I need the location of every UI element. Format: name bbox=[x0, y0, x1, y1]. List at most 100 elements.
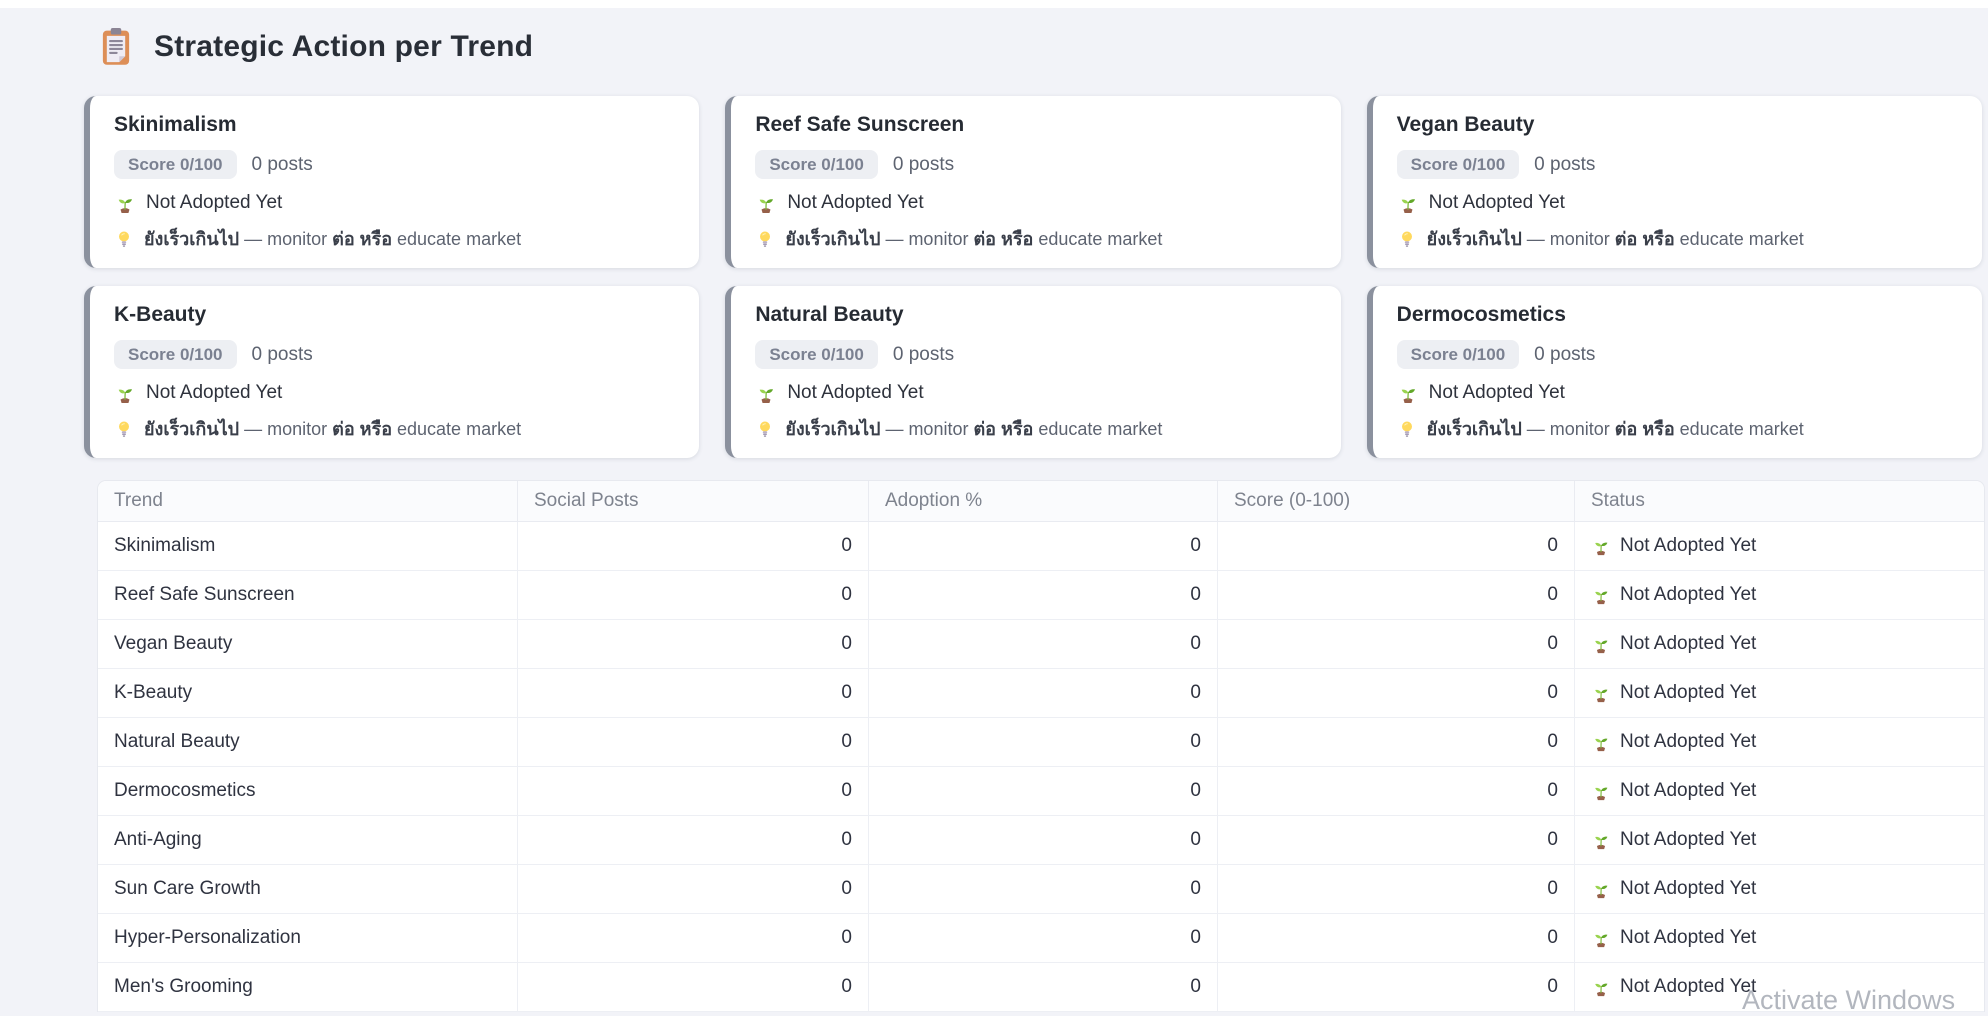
adoption-cell: 0 bbox=[868, 522, 1217, 571]
table-row: Natural Beauty 0 0 0 Not Adopted Yet bbox=[98, 718, 1984, 767]
social-posts-cell: 0 bbox=[517, 816, 868, 865]
seedling-icon bbox=[1591, 585, 1611, 605]
table-row: Anti-Aging 0 0 0 Not Adopted Yet bbox=[98, 816, 1984, 865]
status-label: Not Adopted Yet bbox=[1620, 731, 1757, 752]
activate-windows-watermark: Activate Windows bbox=[1742, 985, 1956, 1015]
trend-table: Trend Social Posts Adoption % Score (0-1… bbox=[97, 480, 1985, 1012]
trend-cell: Dermocosmetics bbox=[98, 767, 517, 816]
score-badge: Score 0/100 bbox=[114, 150, 237, 179]
score-badge: Score 0/100 bbox=[1396, 340, 1520, 369]
score-cell: 0 bbox=[1217, 669, 1574, 718]
lightbulb-icon bbox=[755, 229, 775, 249]
seedling-icon bbox=[1591, 536, 1611, 556]
column-header-status: Status bbox=[1574, 481, 1984, 522]
column-header-trend: Trend bbox=[98, 481, 517, 522]
trend-card-meta: Score 0/100 0 posts bbox=[1396, 340, 1956, 369]
lightbulb-icon bbox=[1397, 419, 1417, 439]
clipboard-icon bbox=[95, 26, 137, 68]
seedling-icon bbox=[1397, 192, 1419, 214]
table-row: Vegan Beauty 0 0 0 Not Adopted Yet bbox=[98, 620, 1984, 669]
advice-line: ยังเร็วเกินไป — monitor ต่อ หรือ educate… bbox=[1397, 414, 1956, 443]
trend-cell: Men's Grooming bbox=[98, 963, 517, 1012]
status-line: Not Adopted Yet bbox=[114, 382, 673, 404]
score-cell: 0 bbox=[1217, 963, 1574, 1012]
page-title: Strategic Action per Trend bbox=[154, 30, 534, 63]
status-label: Not Adopted Yet bbox=[146, 192, 283, 213]
status-label: Not Adopted Yet bbox=[1620, 829, 1757, 850]
table-row: Dermocosmetics 0 0 0 Not Adopted Yet bbox=[98, 767, 1984, 816]
score-cell: 0 bbox=[1217, 865, 1574, 914]
trend-card-title: Natural Beauty bbox=[755, 303, 904, 326]
social-posts-cell: 0 bbox=[517, 571, 868, 620]
seedling-icon bbox=[1591, 732, 1611, 752]
adoption-cell: 0 bbox=[868, 767, 1217, 816]
lightbulb-icon bbox=[1397, 229, 1417, 249]
status-cell: Not Adopted Yet bbox=[1574, 963, 1984, 1012]
lightbulb-icon bbox=[755, 419, 775, 439]
advice-text: ยังเร็วเกินไป — monitor ต่อ หรือ educate… bbox=[785, 419, 1163, 439]
adoption-cell: 0 bbox=[868, 914, 1217, 963]
column-header-adoption: Adoption % bbox=[868, 481, 1217, 522]
trend-card: Dermocosmetics Score 0/100 0 posts Not A… bbox=[1366, 286, 1982, 458]
status-label: Not Adopted Yet bbox=[787, 192, 924, 213]
status-line: Not Adopted Yet bbox=[755, 382, 1314, 404]
status-cell: Not Adopted Yet bbox=[1574, 620, 1984, 669]
table-row: Hyper-Personalization 0 0 0 Not Adopted … bbox=[98, 914, 1984, 963]
score-cell: 0 bbox=[1217, 718, 1574, 767]
trend-cell: Reef Safe Sunscreen bbox=[98, 571, 517, 620]
trend-card: Natural Beauty Score 0/100 0 posts Not A… bbox=[725, 286, 1341, 458]
trend-card-title: K-Beauty bbox=[114, 303, 207, 326]
lightbulb-icon bbox=[114, 419, 134, 439]
advice-text: ยังเร็วเกินไป — monitor ต่อ หรือ educate… bbox=[1426, 419, 1804, 439]
seedling-icon bbox=[1591, 634, 1611, 654]
advice-text: ยังเร็วเกินไป — monitor ต่อ หรือ educate… bbox=[144, 419, 522, 439]
posts-count: 0 posts bbox=[251, 343, 313, 365]
trend-cell: Hyper-Personalization bbox=[98, 914, 517, 963]
seedling-icon bbox=[1591, 879, 1611, 899]
status-line: Not Adopted Yet bbox=[755, 192, 1314, 214]
column-header-score: Score (0-100) bbox=[1217, 481, 1574, 522]
social-posts-cell: 0 bbox=[517, 669, 868, 718]
status-label: Not Adopted Yet bbox=[1620, 976, 1757, 997]
status-cell: Not Adopted Yet bbox=[1574, 816, 1984, 865]
trend-cell: Vegan Beauty bbox=[98, 620, 517, 669]
trend-card-meta: Score 0/100 0 posts bbox=[755, 150, 1314, 179]
status-label: Not Adopted Yet bbox=[1620, 633, 1757, 654]
status-label: Not Adopted Yet bbox=[1620, 682, 1757, 703]
adoption-cell: 0 bbox=[868, 718, 1217, 767]
advice-text: ยังเร็วเกินไป — monitor ต่อ หรือ educate… bbox=[1426, 229, 1804, 249]
advice-line: ยังเร็วเกินไป — monitor ต่อ หรือ educate… bbox=[755, 414, 1314, 443]
posts-count: 0 posts bbox=[1534, 343, 1596, 365]
seedling-icon bbox=[755, 382, 777, 404]
page-title-row: Strategic Action per Trend bbox=[95, 22, 1982, 72]
trend-card-meta: Score 0/100 0 posts bbox=[114, 150, 673, 179]
main-content: Strategic Action per Trend Skinimalism S… bbox=[84, 22, 1985, 1012]
trend-card-title: Skinimalism bbox=[114, 113, 237, 136]
trend-cell: Skinimalism bbox=[98, 522, 517, 571]
lightbulb-icon bbox=[114, 229, 134, 249]
app-header-strip bbox=[0, 0, 1988, 8]
status-label: Not Adopted Yet bbox=[1428, 192, 1565, 213]
status-label: Not Adopted Yet bbox=[1428, 382, 1565, 403]
status-line: Not Adopted Yet bbox=[1397, 192, 1956, 214]
social-posts-cell: 0 bbox=[517, 767, 868, 816]
trend-cell: Sun Care Growth bbox=[98, 865, 517, 914]
status-label: Not Adopted Yet bbox=[1620, 927, 1757, 948]
table-row: Men's Grooming 0 0 0 Not Adopted Yet bbox=[98, 963, 1984, 1012]
score-badge: Score 0/100 bbox=[1396, 150, 1520, 179]
trend-cards-grid: Skinimalism Score 0/100 0 posts Not Adop… bbox=[84, 96, 1982, 458]
status-label: Not Adopted Yet bbox=[146, 382, 283, 403]
score-cell: 0 bbox=[1217, 620, 1574, 669]
social-posts-cell: 0 bbox=[517, 522, 868, 571]
trend-cell: K-Beauty bbox=[98, 669, 517, 718]
advice-line: ยังเร็วเกินไป — monitor ต่อ หรือ educate… bbox=[114, 414, 673, 443]
posts-count: 0 posts bbox=[251, 153, 313, 175]
advice-line: ยังเร็วเกินไป — monitor ต่อ หรือ educate… bbox=[1397, 224, 1956, 253]
status-line: Not Adopted Yet bbox=[1397, 382, 1956, 404]
table-row: Skinimalism 0 0 0 Not Adopted Yet bbox=[98, 522, 1984, 571]
trend-card: Vegan Beauty Score 0/100 0 posts Not Ado… bbox=[1366, 96, 1982, 268]
trend-card-meta: Score 0/100 0 posts bbox=[1396, 150, 1956, 179]
status-cell: Not Adopted Yet bbox=[1574, 571, 1984, 620]
adoption-cell: 0 bbox=[868, 620, 1217, 669]
posts-count: 0 posts bbox=[892, 153, 955, 175]
